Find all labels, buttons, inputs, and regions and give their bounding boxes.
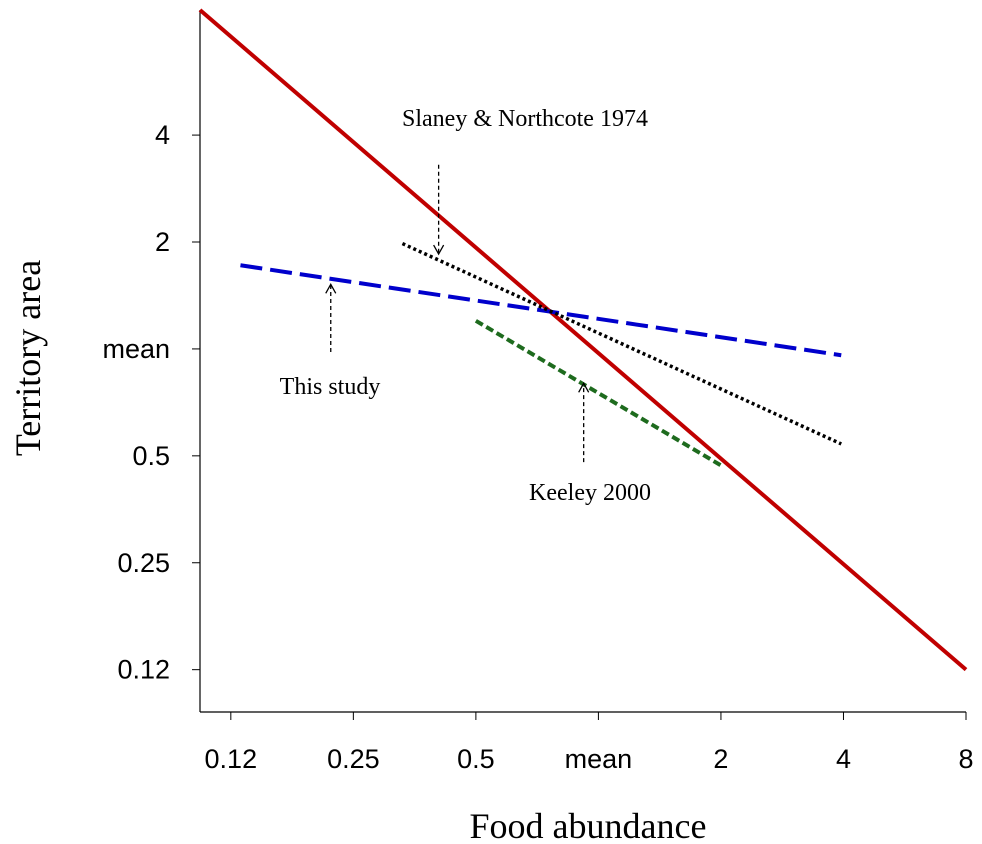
ticks: 0.12 0.25 0.5 mean 2 4 8 0.12 0.25 0.5 mean 2 4	[102, 120, 973, 774]
annotation-keeley-label: Keeley 2000	[529, 480, 651, 506]
series-line-keeley	[474, 319, 722, 468]
y-tick-label: 4	[155, 120, 170, 150]
y-tick-label: 0.5	[132, 441, 170, 471]
x-tick-label: 2	[713, 744, 728, 774]
series-line-this-study	[240, 263, 842, 358]
y-tick-label: 0.12	[117, 655, 170, 685]
annotation-slaney-label: Slaney & Northcote 1974	[402, 106, 648, 132]
x-tick-label: mean	[565, 744, 633, 774]
x-tick-label: 0.25	[327, 744, 380, 774]
x-tick-label: 0.5	[457, 744, 495, 774]
x-tick-label: 0.12	[205, 744, 258, 774]
axes	[199, 10, 966, 713]
y-tick-label: 0.25	[117, 548, 170, 578]
y-tick-label: mean	[102, 334, 170, 364]
annotation-this-study-arrowhead	[325, 282, 337, 294]
annotation-keeley-arrowhead	[578, 381, 590, 393]
x-tick-label: 8	[958, 744, 973, 774]
x-axis-title: Food abundance	[470, 806, 707, 844]
series-line-slaney	[401, 241, 842, 446]
annotations: Slaney & Northcote 1974 This study Keeley …	[280, 106, 651, 506]
annotation-this-study-label: This study	[280, 374, 381, 400]
series-group	[198, 8, 968, 672]
annotation-slaney-arrowhead	[433, 244, 445, 256]
y-axis-title: Territory area	[8, 260, 48, 456]
series-line-reference	[198, 8, 968, 672]
y-tick-label: 2	[155, 227, 170, 257]
x-tick-label: 4	[836, 744, 851, 774]
